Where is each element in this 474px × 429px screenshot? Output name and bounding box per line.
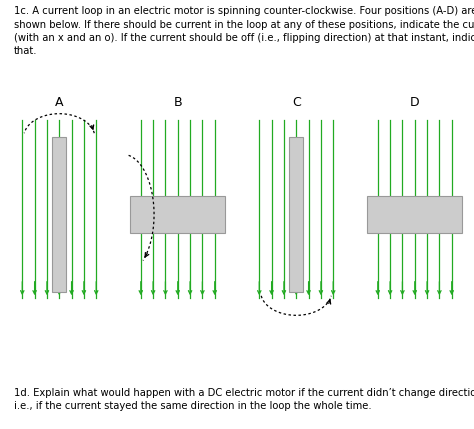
Text: D: D <box>410 97 419 109</box>
Bar <box>130 196 225 233</box>
Text: A: A <box>55 97 64 109</box>
Text: 1d. Explain what would happen with a DC electric motor if the current didn’t cha: 1d. Explain what would happen with a DC … <box>14 388 474 411</box>
Bar <box>52 137 66 292</box>
Text: C: C <box>292 97 301 109</box>
Text: B: B <box>173 97 182 109</box>
Bar <box>367 196 462 233</box>
Bar <box>289 137 303 292</box>
Text: 1c. A current loop in an electric motor is spinning counter-clockwise. Four posi: 1c. A current loop in an electric motor … <box>14 6 474 56</box>
